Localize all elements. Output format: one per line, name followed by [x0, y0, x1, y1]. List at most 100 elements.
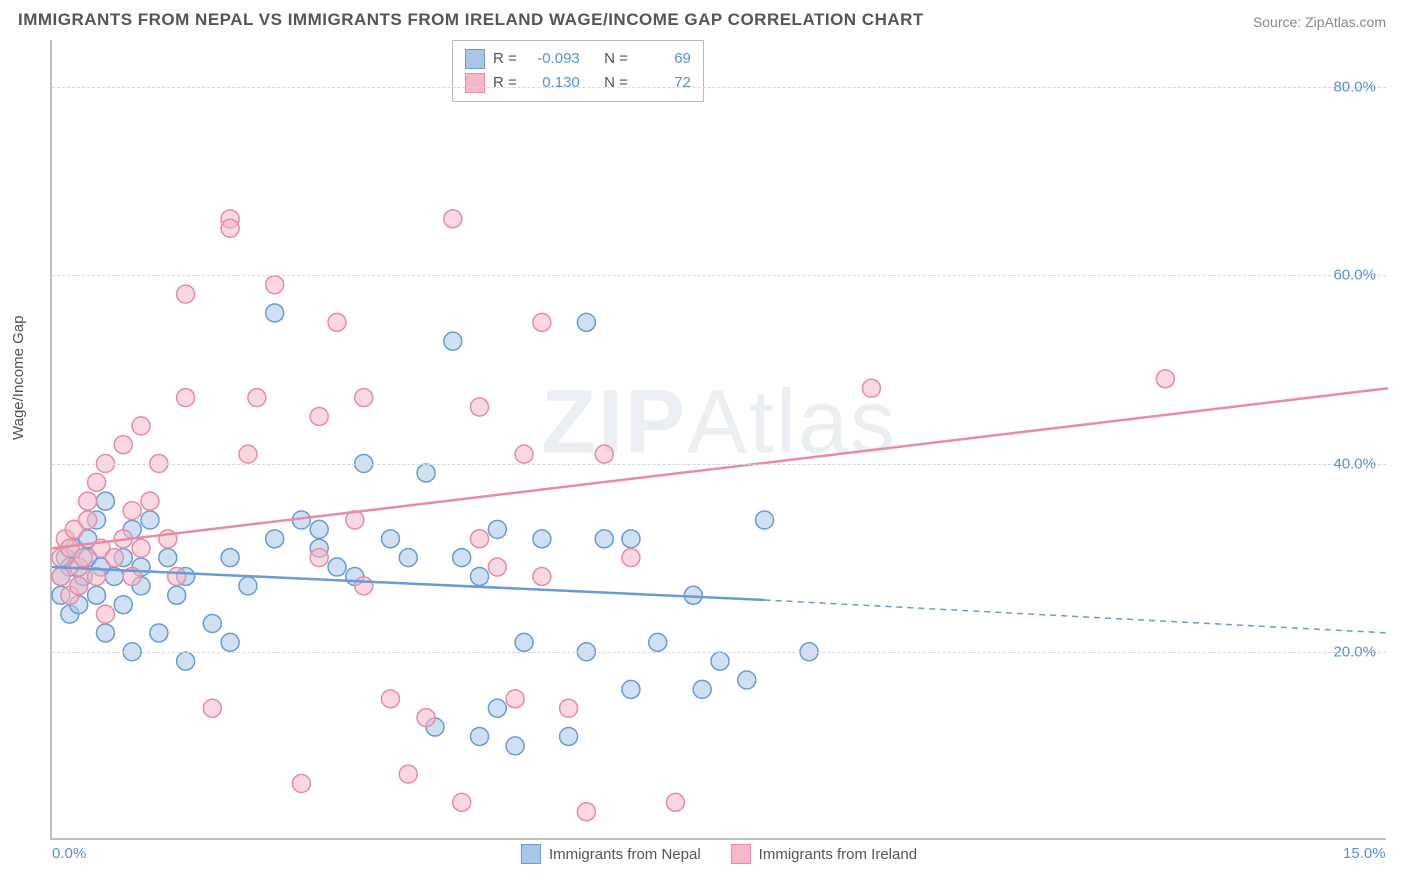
data-point [141, 511, 159, 529]
data-point [177, 285, 195, 303]
gridline [52, 464, 1386, 465]
data-point [96, 492, 114, 510]
data-point [471, 398, 489, 416]
data-point [52, 567, 70, 585]
data-point [203, 699, 221, 717]
data-point [622, 530, 640, 548]
swatch-ireland [465, 73, 485, 93]
data-point [88, 473, 106, 491]
data-point [355, 577, 373, 595]
data-point [622, 549, 640, 567]
data-point [123, 502, 141, 520]
data-point [488, 558, 506, 576]
data-point [132, 539, 150, 557]
y-tick-label: 80.0% [1333, 79, 1376, 96]
data-point [711, 652, 729, 670]
data-point [738, 671, 756, 689]
data-point [399, 549, 417, 567]
data-point [239, 577, 257, 595]
data-point [114, 436, 132, 454]
data-point [488, 520, 506, 538]
data-point [577, 313, 595, 331]
data-point [88, 586, 106, 604]
gridline [52, 275, 1386, 276]
gridline [52, 87, 1386, 88]
data-point [506, 737, 524, 755]
trend-line [52, 388, 1388, 548]
data-point [266, 304, 284, 322]
data-point [168, 567, 186, 585]
data-point [515, 633, 533, 651]
data-point [248, 389, 266, 407]
data-point [417, 709, 435, 727]
data-point [595, 530, 613, 548]
source-attribution: Source: ZipAtlas.com [1253, 14, 1386, 30]
x-tick-label: 15.0% [1343, 845, 1386, 862]
data-point [649, 633, 667, 651]
data-point [310, 549, 328, 567]
n-label: N = [604, 47, 628, 71]
data-point [292, 775, 310, 793]
stats-row-nepal: R = -0.093 N = 69 [465, 47, 691, 71]
data-point [471, 727, 489, 745]
swatch-nepal-icon [521, 844, 541, 864]
r-value-ireland: 0.130 [525, 71, 580, 95]
data-point [221, 549, 239, 567]
data-point [221, 633, 239, 651]
n-label: N = [604, 71, 628, 95]
data-point [1156, 370, 1174, 388]
data-point [444, 332, 462, 350]
data-point [533, 567, 551, 585]
data-point [666, 793, 684, 811]
stats-legend: R = -0.093 N = 69 R = 0.130 N = 72 [452, 40, 704, 102]
trend-line-extrapolated [765, 600, 1388, 633]
data-point [132, 417, 150, 435]
data-point [328, 313, 346, 331]
data-point [74, 549, 92, 567]
data-point [862, 379, 880, 397]
data-point [239, 445, 257, 463]
gridline [52, 652, 1386, 653]
data-point [488, 699, 506, 717]
legend-label-ireland: Immigrants from Ireland [759, 846, 917, 863]
data-point [159, 549, 177, 567]
data-point [70, 577, 88, 595]
data-point [310, 407, 328, 425]
data-point [105, 549, 123, 567]
data-point [221, 219, 239, 237]
y-tick-label: 60.0% [1333, 267, 1376, 284]
r-value-nepal: -0.093 [525, 47, 580, 71]
scatter-plot-svg [52, 40, 1386, 838]
x-tick-label: 0.0% [52, 845, 86, 862]
chart-title: IMMIGRANTS FROM NEPAL VS IMMIGRANTS FROM… [18, 10, 924, 30]
plot-area: ZIPAtlas R = -0.093 N = 69 R = 0.130 N =… [50, 40, 1386, 840]
data-point [381, 530, 399, 548]
data-point [203, 615, 221, 633]
legend-item-ireland: Immigrants from Ireland [731, 844, 917, 864]
data-point [168, 586, 186, 604]
data-point [114, 596, 132, 614]
data-point [560, 727, 578, 745]
data-point [444, 210, 462, 228]
chart-container: IMMIGRANTS FROM NEPAL VS IMMIGRANTS FROM… [0, 0, 1406, 892]
data-point [533, 313, 551, 331]
n-value-ireland: 72 [636, 71, 691, 95]
legend-label-nepal: Immigrants from Nepal [549, 846, 701, 863]
data-point [79, 511, 97, 529]
y-axis-label: Wage/Income Gap [10, 315, 27, 440]
data-point [355, 389, 373, 407]
data-point [266, 276, 284, 294]
stats-row-ireland: R = 0.130 N = 72 [465, 71, 691, 95]
data-point [79, 492, 97, 510]
data-point [96, 624, 114, 642]
n-value-nepal: 69 [636, 47, 691, 71]
data-point [506, 690, 524, 708]
r-label: R = [493, 71, 517, 95]
data-point [693, 680, 711, 698]
data-point [417, 464, 435, 482]
data-point [453, 549, 471, 567]
swatch-ireland-icon [731, 844, 751, 864]
data-point [96, 605, 114, 623]
trend-line [52, 567, 765, 600]
data-point [141, 492, 159, 510]
